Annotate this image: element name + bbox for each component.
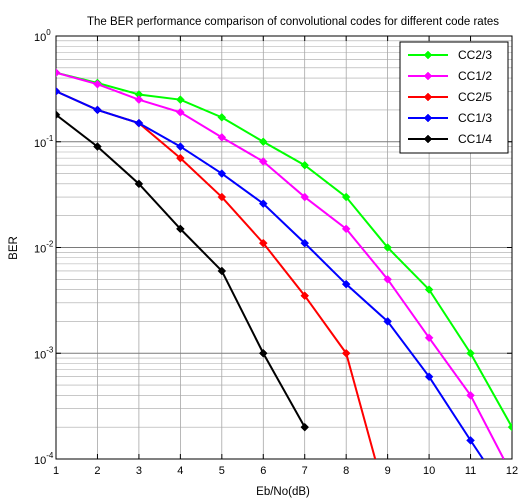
x-tick-label: 3 — [136, 465, 142, 477]
data-point — [258, 348, 268, 358]
x-tick-label: 11 — [465, 465, 476, 477]
data-point — [341, 348, 351, 358]
data-point — [507, 422, 512, 432]
legend-marker — [423, 134, 433, 144]
data-point — [176, 224, 185, 234]
data-point — [300, 422, 310, 432]
series-lines — [56, 68, 512, 459]
data-point — [176, 95, 185, 105]
legend-label: CC1/3 — [458, 111, 492, 125]
x-tick-label: 12 — [506, 465, 518, 477]
data-point — [258, 157, 268, 166]
data-point — [176, 153, 185, 163]
series-cc1-3 — [56, 86, 484, 459]
y-tick-label: 10-1 — [34, 134, 54, 150]
y-tick-exponent: -3 — [46, 345, 54, 354]
legend-label: CC2/3 — [458, 48, 492, 62]
data-point — [424, 372, 434, 382]
data-point — [424, 285, 434, 294]
x-tick-label: 8 — [343, 465, 349, 477]
data-point — [217, 192, 227, 202]
data-point — [341, 192, 351, 202]
data-point — [176, 107, 185, 117]
data-point — [134, 95, 144, 105]
data-point — [466, 390, 475, 400]
series-cc2-3 — [56, 68, 512, 432]
y-tick-label: 10-2 — [34, 240, 54, 256]
data-point — [258, 238, 268, 248]
data-point — [93, 79, 102, 89]
data-point — [300, 238, 310, 248]
series-line — [56, 71, 512, 428]
data-point — [383, 317, 392, 326]
y-axis-label: BER — [8, 236, 20, 260]
x-tick-labels: 1 2 3 4 5 6 7 8 9 10 11 12 — [53, 465, 518, 477]
legend-box — [399, 41, 509, 154]
data-point — [93, 142, 102, 151]
legend-marker — [423, 50, 433, 60]
x-tick-label: 4 — [177, 465, 183, 477]
data-point — [300, 291, 310, 301]
legend-marker — [423, 71, 433, 81]
x-tick-label: 10 — [423, 465, 435, 477]
legend-label: CC1/2 — [458, 69, 492, 83]
chart-title: The BER performance comparison of convol… — [87, 16, 499, 28]
data-point — [424, 333, 434, 343]
series-cc1-4 — [56, 110, 310, 432]
data-point — [217, 113, 227, 122]
plot-axes — [55, 35, 513, 460]
legend-label: CC2/5 — [458, 90, 492, 104]
y-tick-exponent: -4 — [46, 451, 54, 460]
data-point — [258, 137, 268, 147]
x-tick-label: 9 — [385, 465, 391, 477]
y-tick-label: 10-3 — [34, 345, 54, 361]
data-point — [300, 160, 310, 170]
data-point — [300, 192, 310, 202]
data-point — [134, 179, 144, 189]
x-axis-label: Eb/No(dB) — [256, 486, 310, 498]
x-tick-label: 2 — [94, 465, 100, 477]
legend-marker — [423, 92, 433, 102]
y-tick-label: 100 — [34, 28, 51, 44]
data-point — [56, 110, 61, 120]
y-tick-exponent: -2 — [46, 240, 54, 249]
series-line — [56, 90, 484, 459]
y-tick-label: 10-4 — [34, 451, 54, 467]
data-point — [341, 279, 351, 289]
x-tick-label: 7 — [302, 465, 308, 477]
data-point — [383, 243, 392, 252]
data-point — [134, 118, 144, 128]
data-point — [258, 199, 268, 208]
data-point — [217, 266, 227, 276]
y-tick-labels: 100 10-1 10-2 10-3 10-4 — [34, 28, 54, 467]
y-tick-exponent: 0 — [46, 28, 51, 37]
data-point — [466, 348, 475, 358]
series-line — [56, 71, 505, 459]
data-point — [56, 68, 61, 78]
data-point — [56, 86, 61, 96]
data-point — [176, 142, 185, 151]
data-point — [341, 224, 351, 234]
legend-label: CC1/4 — [458, 132, 492, 146]
x-tick-label: 5 — [219, 465, 225, 477]
data-point — [217, 169, 227, 178]
series-cc1-2 — [56, 68, 505, 459]
data-point — [466, 436, 475, 445]
data-point — [217, 133, 227, 142]
legend-marker — [423, 113, 433, 123]
data-point — [383, 274, 392, 284]
data-point — [93, 105, 102, 115]
y-tick-exponent: -1 — [46, 134, 54, 143]
x-tick-label: 1 — [53, 465, 59, 477]
x-tick-label: 6 — [260, 465, 266, 477]
legend: CC2/3 CC1/2 CC2/5 CC1/3 CC1/4 — [399, 41, 509, 154]
